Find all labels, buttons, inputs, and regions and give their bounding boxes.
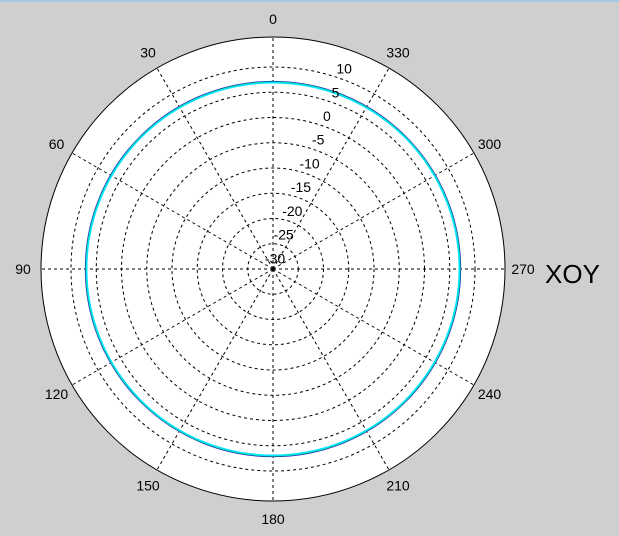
angle-tick-label-120: 120 — [45, 386, 69, 402]
radial-grid-ring--5 — [146, 142, 400, 396]
radial-tick-label--5: -5 — [312, 132, 325, 148]
angle-grid-line-60 — [71, 152, 274, 270]
radial-grid-ring--10 — [171, 167, 375, 371]
radial-tick-label--30: -30 — [265, 250, 285, 266]
radial-grid-ring--20 — [222, 218, 324, 320]
plot-title: XOY — [545, 259, 600, 289]
angle-tick-label-0: 0 — [269, 11, 277, 27]
angle-grid-line-150 — [156, 268, 274, 471]
series-line-4 — [85, 81, 461, 457]
angle-tick-label-210: 210 — [386, 478, 410, 494]
radial-tick-label--20: -20 — [282, 203, 302, 219]
radial-grid-ring--25 — [247, 243, 299, 295]
radial-tick-label-10: 10 — [336, 61, 352, 77]
angle-grid-line-210 — [272, 268, 390, 471]
radial-tick-label-0: 0 — [323, 108, 331, 124]
radial-grid-ring-5 — [95, 91, 451, 447]
angle-tick-label-150: 150 — [136, 478, 160, 494]
angle-tick-label-330: 330 — [386, 44, 410, 60]
radial-grid-ring-10 — [70, 66, 476, 472]
radial-grid-ring-0 — [121, 117, 425, 421]
angle-tick-label-270: 270 — [511, 261, 535, 277]
radial-grid-ring--15 — [196, 192, 350, 346]
radial-tick-label--10: -10 — [299, 155, 319, 171]
angle-tick-label-300: 300 — [478, 136, 502, 152]
radial-tick-label--15: -15 — [291, 179, 311, 195]
angle-grid-line-120 — [71, 268, 274, 386]
angle-grid-line-30 — [156, 67, 274, 270]
angle-tick-label-30: 30 — [140, 44, 156, 60]
angle-tick-label-240: 240 — [478, 386, 502, 402]
angle-tick-label-180: 180 — [261, 511, 285, 527]
angle-grid-line-240 — [272, 268, 475, 386]
angle-grid-line-330 — [272, 67, 390, 270]
angle-tick-label-60: 60 — [49, 136, 65, 152]
angle-tick-label-90: 90 — [15, 261, 31, 277]
radial-tick-label-5: 5 — [332, 84, 340, 100]
radial-tick-label--25: -25 — [274, 227, 294, 243]
angle-grid-line-300 — [272, 152, 475, 270]
